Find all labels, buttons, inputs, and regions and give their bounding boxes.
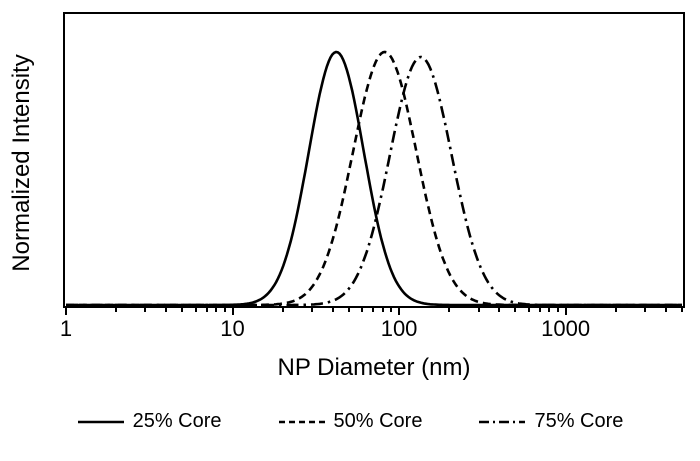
x-tick-label-100: 100 xyxy=(380,316,418,341)
x-minor-tick xyxy=(181,308,184,312)
legend-label: 50% Core xyxy=(333,410,423,432)
x-axis-label: NP Diameter (nm) xyxy=(277,354,471,381)
x-minor-tick xyxy=(538,308,541,312)
x-minor-tick xyxy=(223,308,226,312)
legend-line-sample-icon xyxy=(278,420,325,423)
legend-item-75-core: 75% Core xyxy=(478,410,623,433)
x-axis-tick-labels: 1 10 100 1000 xyxy=(0,316,700,342)
x-minor-tick xyxy=(548,308,551,312)
x-minor-tick xyxy=(215,308,218,312)
x-minor-tick xyxy=(381,308,384,312)
x-axis-ticks xyxy=(0,308,700,318)
x-minor-tick xyxy=(498,308,501,312)
x-minor-tick xyxy=(681,308,683,312)
x-minor-tick xyxy=(556,308,559,312)
x-minor-tick xyxy=(644,308,647,312)
x-minor-tick xyxy=(347,308,350,312)
x-minor-tick xyxy=(194,308,197,312)
legend-label: 25% Core xyxy=(132,410,222,432)
legend-item-25-core: 25% Core xyxy=(77,410,222,433)
legend-item-50-core: 50% Core xyxy=(278,410,423,433)
legend-label: 75% Core xyxy=(534,410,624,432)
x-tick-label-10: 10 xyxy=(220,316,245,341)
x-minor-tick xyxy=(477,308,480,312)
x-minor-tick xyxy=(527,308,530,312)
x-minor-tick xyxy=(614,308,617,312)
x-minor-tick xyxy=(144,308,147,312)
y-axis-label: Normalized Intensity xyxy=(8,54,35,272)
x-minor-tick xyxy=(281,308,284,312)
x-minor-tick xyxy=(514,308,517,312)
x-minor-tick xyxy=(115,308,118,312)
plot-area xyxy=(63,12,685,308)
legend: 25% Core 50% Core 75% Core xyxy=(0,410,700,433)
x-major-tick xyxy=(564,308,567,315)
x-major-tick xyxy=(65,308,67,315)
x-major-tick xyxy=(398,308,401,315)
x-tick-label-1: 1 xyxy=(59,316,73,341)
x-tick-label-1000: 1000 xyxy=(541,316,591,341)
x-minor-tick xyxy=(165,308,168,312)
x-minor-tick xyxy=(310,308,313,312)
x-minor-tick xyxy=(390,308,393,312)
x-minor-tick xyxy=(331,308,334,312)
x-minor-tick xyxy=(448,308,451,312)
x-major-tick xyxy=(231,308,234,315)
legend-line-sample-icon xyxy=(479,420,526,423)
x-minor-tick xyxy=(664,308,667,312)
legend-line-sample-icon xyxy=(77,420,124,423)
x-minor-tick xyxy=(205,308,208,312)
x-minor-tick xyxy=(361,308,364,312)
x-minor-tick xyxy=(372,308,375,312)
